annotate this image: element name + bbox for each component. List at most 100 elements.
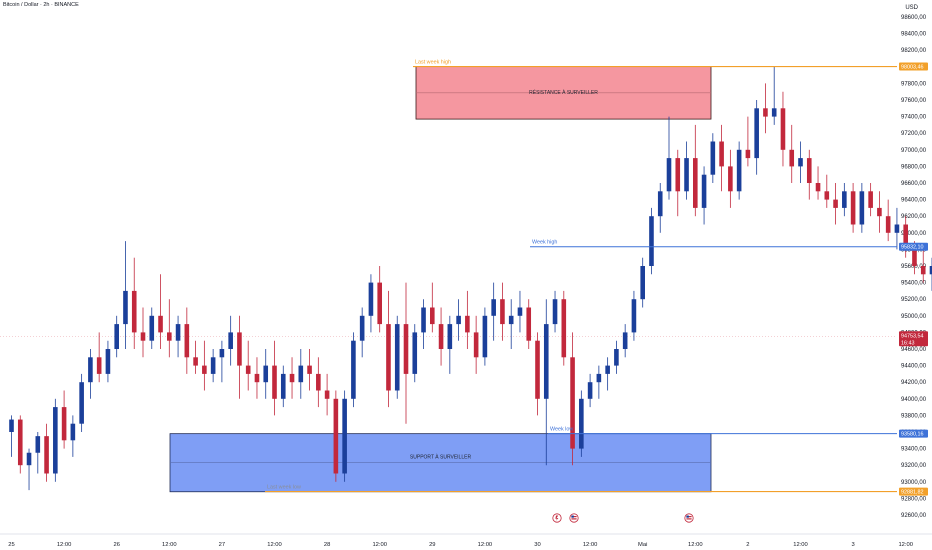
candle-body[interactable] [517,307,523,316]
candle-body[interactable] [806,158,812,183]
candle-body[interactable] [561,299,567,358]
candle-body[interactable] [280,373,286,399]
candle-body[interactable] [789,149,795,167]
candle-body[interactable] [552,299,558,325]
candle-body[interactable] [894,224,900,233]
candle-body[interactable] [473,332,479,358]
candle-body[interactable] [123,290,128,325]
candle-body[interactable] [868,191,873,208]
candle-body[interactable] [482,315,488,358]
candle-body[interactable] [815,183,821,192]
candle-body[interactable] [535,340,540,399]
candle-body[interactable] [377,282,382,325]
candle-body[interactable] [184,324,190,358]
candle-body[interactable] [491,299,496,316]
candle-body[interactable] [631,299,637,333]
candle-body[interactable] [105,349,111,374]
candle-body[interactable] [167,332,172,341]
candle-body[interactable] [210,357,216,374]
candle-body[interactable] [316,373,321,391]
candle-body[interactable] [605,365,610,374]
candle-body[interactable] [394,324,400,391]
candle-body[interactable] [202,365,207,374]
candle-body[interactable] [149,315,155,341]
candle-body[interactable] [438,324,444,349]
candle-body[interactable] [26,452,32,466]
candle-body[interactable] [771,108,777,117]
candle-body[interactable] [579,398,584,449]
candle-body[interactable] [70,423,76,441]
candle-body[interactable] [114,324,119,349]
candle-body[interactable] [35,436,41,453]
candle-body[interactable] [228,332,233,349]
candle-body[interactable] [763,108,768,117]
candle-body[interactable] [640,266,645,300]
candle-body[interactable] [500,299,505,325]
candle-body[interactable] [920,266,926,275]
candle-body[interactable] [850,191,856,225]
candle-body[interactable] [386,324,391,391]
candle-body[interactable] [298,365,304,383]
candle-body[interactable] [903,224,908,250]
candle-body[interactable] [710,141,716,175]
us-flag-event-icon[interactable] [569,513,579,523]
candle-body[interactable] [693,158,698,208]
candle-body[interactable] [543,324,549,399]
candle-body[interactable] [745,149,751,159]
candle-body[interactable] [263,365,269,383]
candle-body[interactable] [88,357,93,383]
candle-body[interactable] [272,365,277,399]
candle-body[interactable] [614,349,619,366]
candle-body[interactable] [333,398,339,474]
candle-body[interactable] [526,307,532,341]
candle-body[interactable] [885,216,891,233]
candle-body[interactable] [219,349,225,358]
candle-body[interactable] [456,315,461,325]
candle-body[interactable] [859,191,865,225]
us-flag-event-icon[interactable] [684,513,694,523]
candle-body[interactable] [351,340,356,399]
candle-body[interactable] [675,158,681,192]
candle-body[interactable] [53,407,58,474]
candle-body[interactable] [929,266,932,275]
candle-body[interactable] [842,191,847,208]
candle-body[interactable] [666,158,672,192]
candle-body[interactable] [131,290,137,333]
candle-body[interactable] [684,158,689,192]
candle-body[interactable] [912,249,917,266]
candle-body[interactable] [596,373,602,383]
candle-body[interactable] [175,324,181,341]
candle-body[interactable] [44,436,49,474]
candle-body[interactable] [824,191,830,200]
candle-body[interactable] [359,315,365,341]
candle-body[interactable] [649,216,654,266]
candle-body[interactable] [728,166,733,192]
candle-body[interactable] [140,332,146,341]
candle-body[interactable] [719,141,724,167]
candle-body[interactable] [324,390,330,399]
candle-body[interactable] [245,365,251,374]
candle-body[interactable] [833,199,838,208]
candle-body[interactable] [368,282,374,316]
candle-body[interactable] [780,108,786,150]
candle-body[interactable] [289,373,295,383]
candle-body[interactable] [17,419,23,466]
candle-body[interactable] [430,307,435,325]
candle-body[interactable] [307,365,312,374]
candle-body[interactable] [465,315,470,333]
candle-body[interactable] [622,332,628,349]
currency-label[interactable]: USD [905,5,918,11]
candle-body[interactable] [61,407,67,441]
candle-body[interactable] [254,373,260,383]
candle-body[interactable] [798,158,803,167]
candle-body[interactable] [237,332,242,366]
candle-body[interactable] [342,398,347,474]
candle-body[interactable] [587,382,593,399]
candle-body[interactable] [412,332,418,374]
candle-body[interactable] [736,149,742,192]
candle-body[interactable] [877,207,882,217]
candle-body[interactable] [657,191,663,217]
candle-body[interactable] [447,324,453,349]
candle-body[interactable] [403,324,409,374]
